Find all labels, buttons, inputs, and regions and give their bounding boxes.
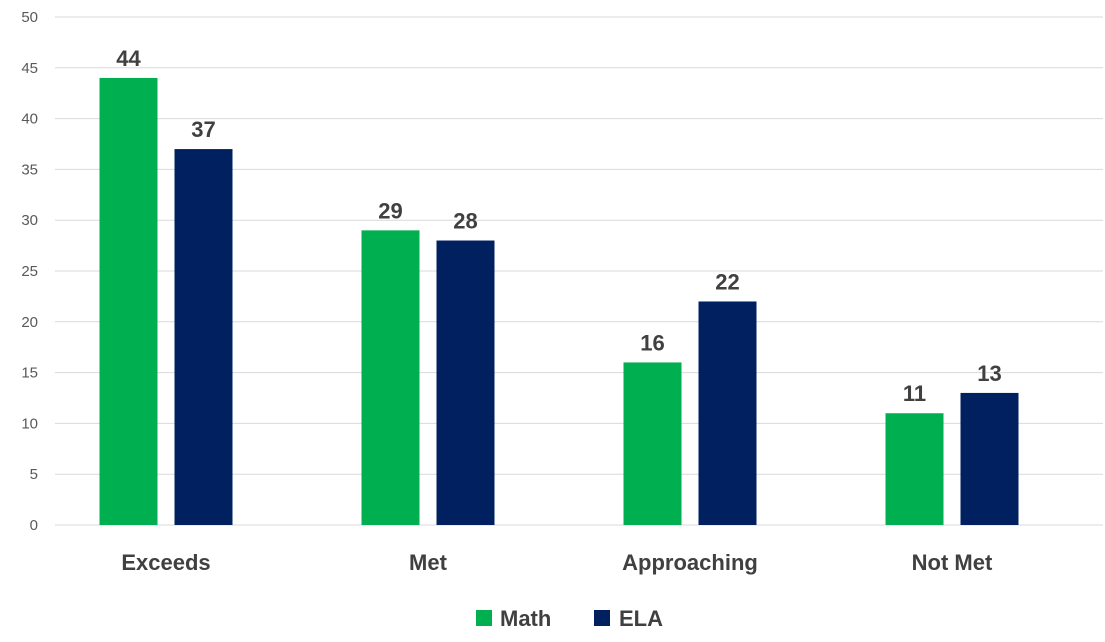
data-label-ela: 22 bbox=[715, 269, 739, 294]
bar-ela-approaching bbox=[698, 301, 757, 525]
y-tick-label: 0 bbox=[30, 517, 38, 534]
y-tick-label: 20 bbox=[21, 314, 38, 331]
legend-label-ela: ELA bbox=[619, 606, 663, 631]
x-axis-categories: Exceeds Met Approaching Not Met bbox=[121, 550, 993, 575]
legend: Math ELA bbox=[476, 606, 663, 631]
data-labels: 44 37 29 28 16 22 11 13 bbox=[116, 46, 1001, 406]
y-tick-label: 50 bbox=[21, 9, 38, 26]
category-label: Met bbox=[409, 550, 448, 575]
category-label: Exceeds bbox=[121, 550, 210, 575]
bar-ela-met bbox=[436, 240, 495, 525]
y-tick-label: 25 bbox=[21, 263, 38, 280]
y-tick-label: 35 bbox=[21, 161, 38, 178]
y-tick-label: 15 bbox=[21, 365, 38, 382]
bar-math-not-met bbox=[885, 413, 944, 525]
data-label-math: 11 bbox=[903, 381, 926, 406]
y-tick-label: 30 bbox=[21, 212, 38, 229]
y-tick-label: 5 bbox=[30, 466, 38, 483]
data-label-ela: 28 bbox=[453, 209, 477, 234]
y-tick-label: 10 bbox=[21, 415, 38, 432]
y-axis-ticks: 0 5 10 15 20 25 30 35 40 45 50 bbox=[21, 9, 38, 534]
data-label-math: 29 bbox=[378, 198, 402, 223]
bar-math-approaching bbox=[623, 362, 682, 525]
category-label: Approaching bbox=[622, 550, 758, 575]
data-label-math: 44 bbox=[116, 46, 141, 71]
bars bbox=[99, 77, 1019, 526]
bar-ela-not-met bbox=[960, 392, 1019, 525]
data-label-ela: 13 bbox=[977, 361, 1001, 386]
legend-swatch-ela bbox=[594, 610, 610, 626]
bar-ela-exceeds bbox=[174, 149, 233, 525]
data-label-math: 16 bbox=[640, 330, 664, 355]
bar-math-exceeds bbox=[99, 77, 158, 526]
y-tick-label: 40 bbox=[21, 111, 38, 128]
legend-swatch-math bbox=[476, 610, 492, 626]
bar-math-met bbox=[361, 230, 420, 526]
legend-label-math: Math bbox=[500, 606, 551, 631]
data-label-ela: 37 bbox=[191, 117, 215, 142]
category-label: Not Met bbox=[912, 550, 993, 575]
y-tick-label: 45 bbox=[21, 60, 38, 77]
